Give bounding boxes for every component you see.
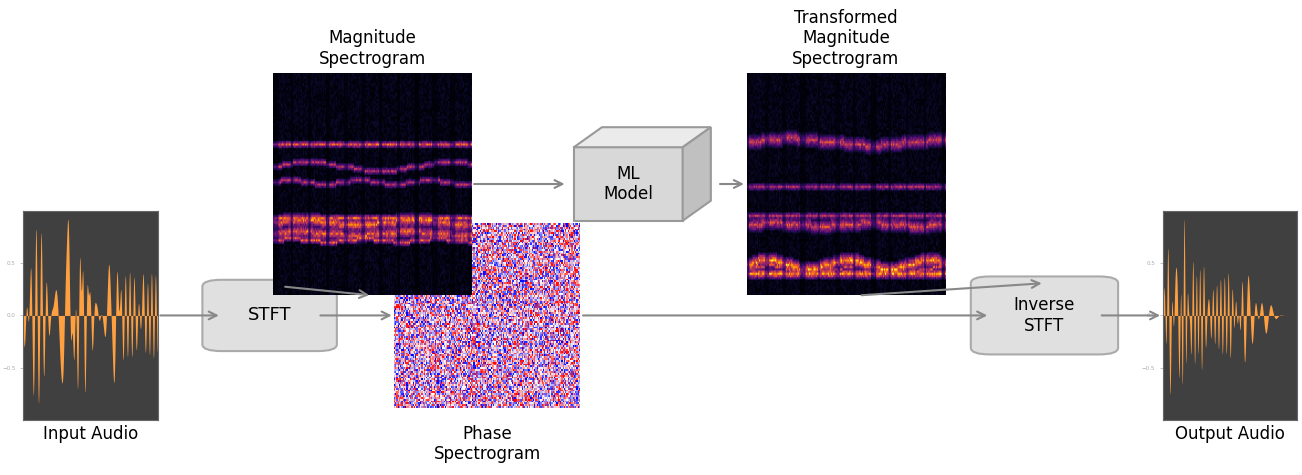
Text: Transformed
Magnitude
Spectrogram: Transformed Magnitude Spectrogram: [793, 9, 900, 68]
FancyBboxPatch shape: [574, 147, 682, 221]
FancyBboxPatch shape: [971, 276, 1118, 354]
Text: Input Audio: Input Audio: [43, 425, 138, 443]
Text: Output Audio: Output Audio: [1176, 425, 1285, 443]
Text: Inverse
STFT: Inverse STFT: [1014, 296, 1075, 335]
Text: STFT: STFT: [247, 306, 292, 324]
Text: ML
Model: ML Model: [603, 165, 654, 203]
Polygon shape: [682, 127, 711, 221]
Text: Phase
Spectrogram: Phase Spectrogram: [434, 425, 540, 464]
Text: Magnitude
Spectrogram: Magnitude Spectrogram: [319, 29, 426, 68]
FancyBboxPatch shape: [202, 280, 337, 351]
Polygon shape: [574, 127, 711, 147]
